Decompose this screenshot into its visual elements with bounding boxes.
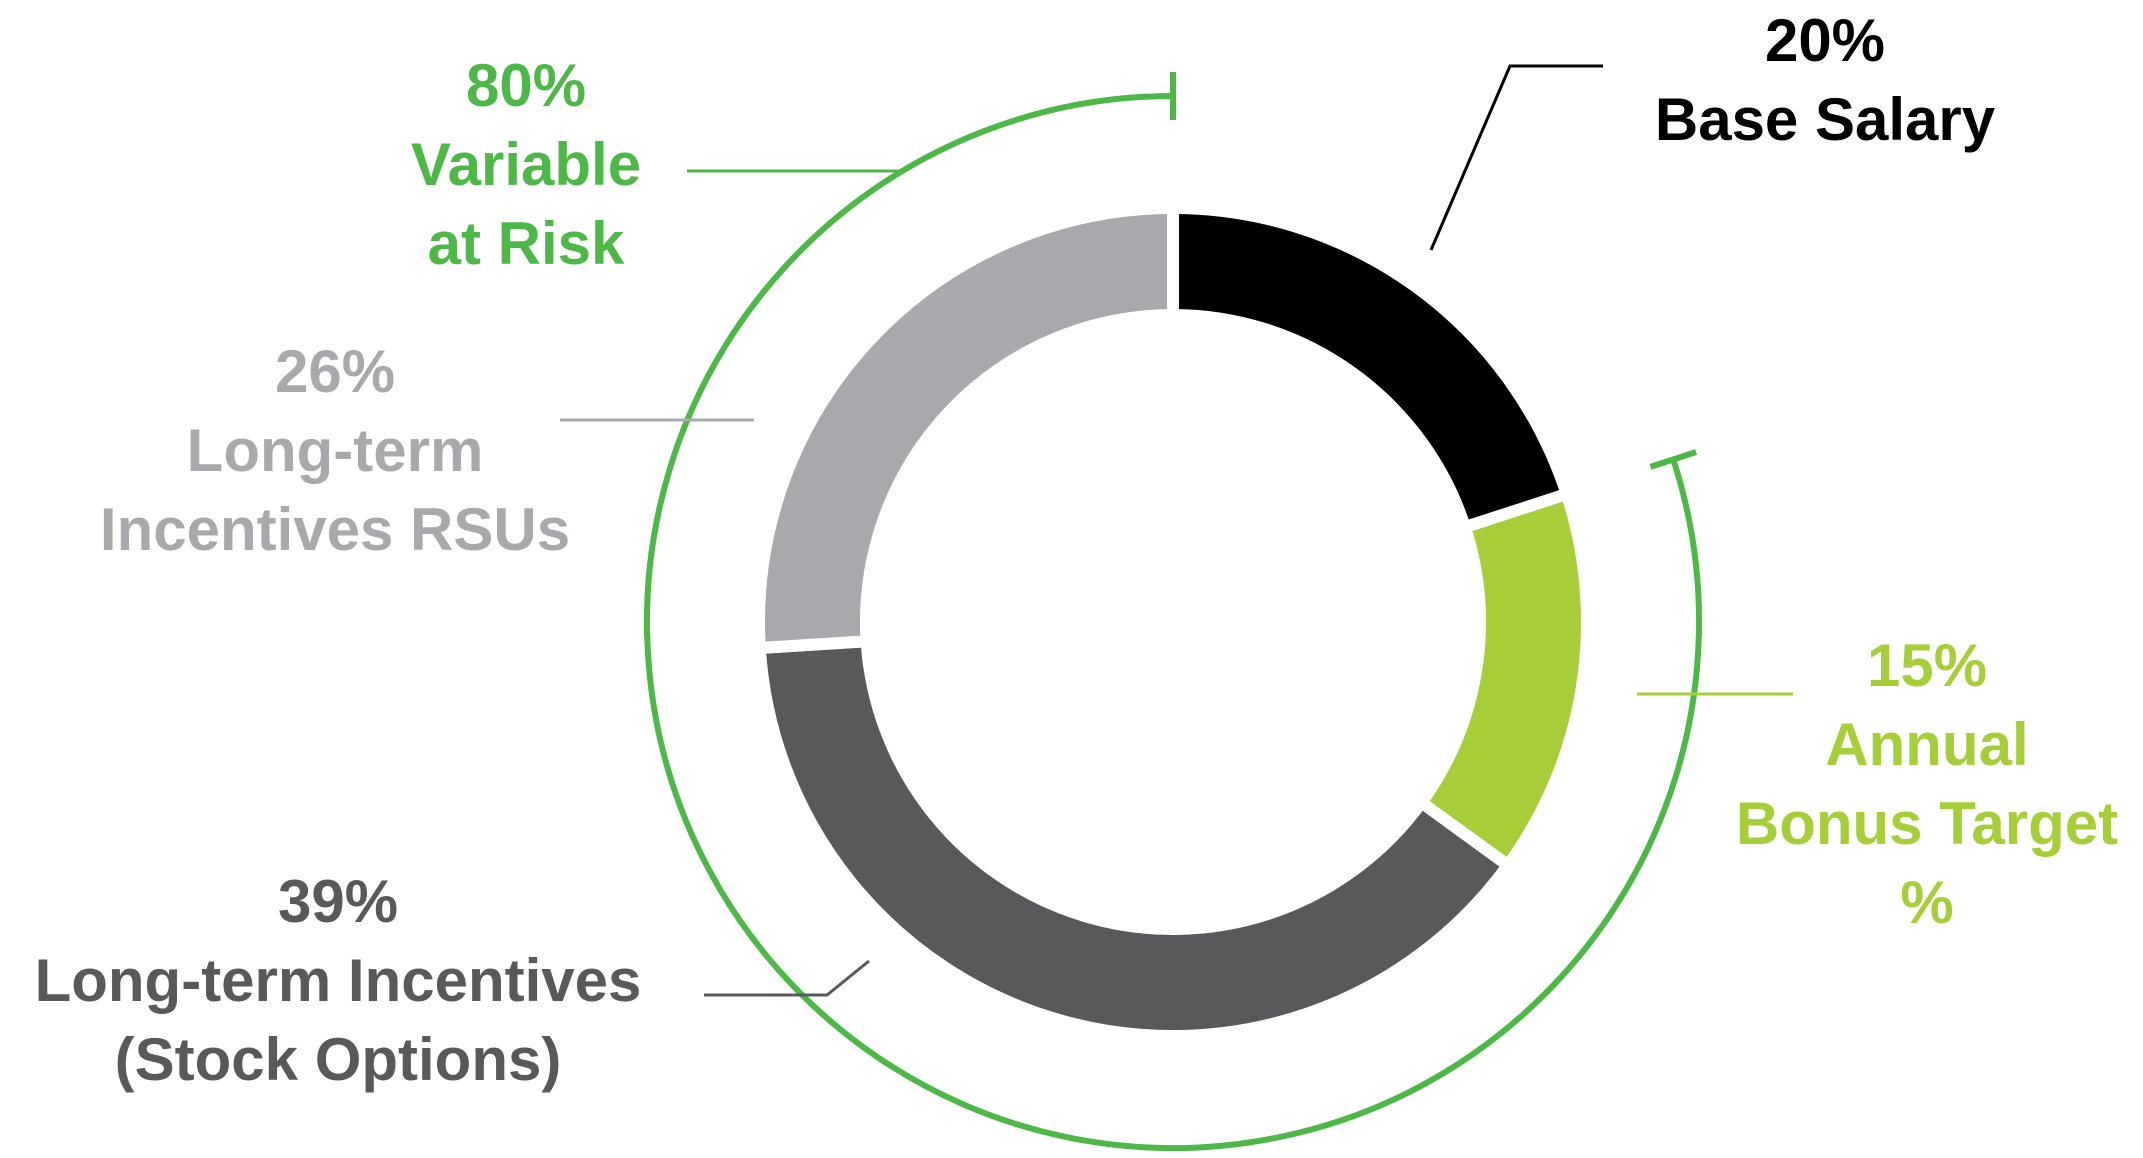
category-label: Long-term Incentives (Stock Options) <box>34 947 642 1093</box>
value-label: 39% <box>277 868 399 935</box>
category-label: Base Salary <box>1654 86 1996 153</box>
segment-label: 15% Annual Bonus Target % <box>1736 626 2118 942</box>
category-label: Long-term Incentives RSUs <box>99 417 571 563</box>
donut-segment <box>753 201 1179 655</box>
arc-end-tick <box>1649 449 1698 470</box>
donut-segment <box>1167 201 1575 535</box>
leader-line <box>1429 64 1603 251</box>
donut-segment <box>1412 486 1593 874</box>
annotation-arc <box>644 93 1702 1151</box>
value-label: 26% <box>274 338 396 405</box>
value-label: 20% <box>1764 7 1886 74</box>
annotation-value: 80% <box>465 52 587 119</box>
leader-line <box>704 959 870 997</box>
segment-label: 20% Base Salary <box>1655 1 1995 159</box>
annotation-label: 80% Variable at Risk <box>411 46 641 283</box>
segment-label: 39% Long-term Incentives (Stock Options) <box>35 862 642 1099</box>
donut-segment <box>753 634 1517 1042</box>
segment-label: 26% Long-term Incentives RSUs <box>100 332 570 569</box>
value-label: 15% <box>1866 632 1988 699</box>
annotation-text: Variable at Risk <box>410 131 642 277</box>
category-label: Annual Bonus Target % <box>1735 711 2119 936</box>
